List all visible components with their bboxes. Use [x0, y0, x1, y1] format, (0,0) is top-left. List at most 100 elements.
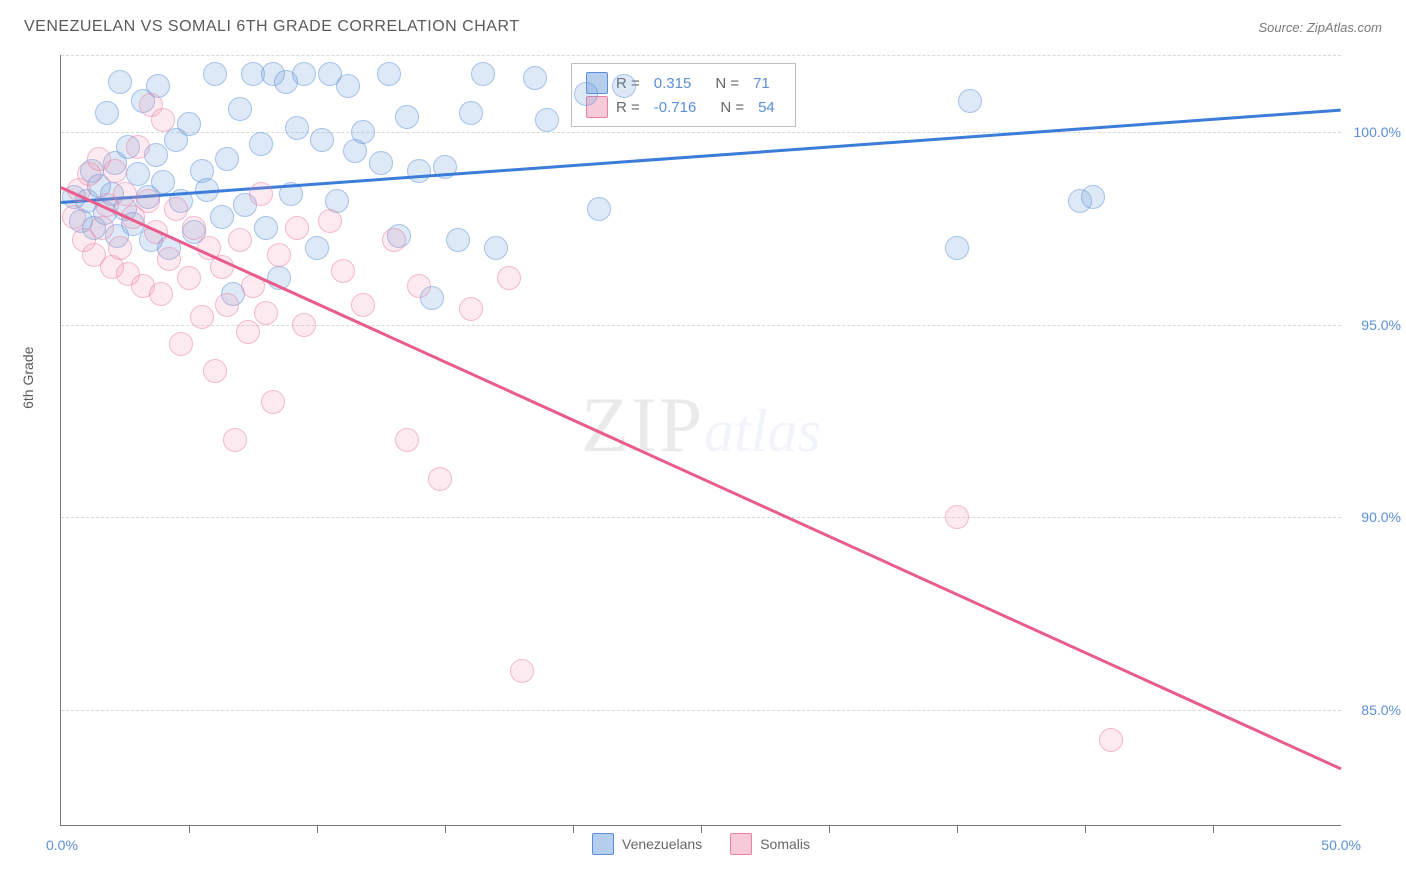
data-point: [113, 182, 137, 206]
data-point: [151, 108, 175, 132]
data-point: [395, 428, 419, 452]
data-point: [126, 135, 150, 159]
source-label: Source: ZipAtlas.com: [1258, 20, 1382, 35]
data-point: [223, 428, 247, 452]
legend-label: Venezuelans: [622, 836, 702, 852]
x-tick-label-max: 50.0%: [1321, 837, 1361, 853]
data-point: [382, 228, 406, 252]
r-label: R =: [616, 99, 640, 116]
data-point: [459, 101, 483, 125]
data-point: [210, 205, 234, 229]
data-point: [292, 313, 316, 337]
data-point: [305, 236, 329, 260]
data-point: [369, 151, 393, 175]
data-point: [108, 236, 132, 260]
data-point: [535, 108, 559, 132]
data-point: [497, 266, 521, 290]
data-point: [169, 332, 193, 356]
y-tick-label: 100.0%: [1354, 124, 1401, 140]
data-point: [228, 228, 252, 252]
data-point: [103, 159, 127, 183]
data-point: [351, 120, 375, 144]
data-point: [945, 505, 969, 529]
data-point: [151, 170, 175, 194]
gridline: [61, 710, 1341, 711]
data-point: [177, 112, 201, 136]
data-point: [471, 62, 495, 86]
data-point: [945, 236, 969, 260]
data-point: [612, 74, 636, 98]
swatch-pink-icon: [730, 833, 752, 855]
swatch-blue-icon: [592, 833, 614, 855]
x-tick: [573, 825, 574, 833]
legend-item-venezuelans: Venezuelans: [592, 833, 702, 855]
data-point: [190, 305, 214, 329]
trendline: [60, 186, 1341, 770]
data-point: [407, 274, 431, 298]
data-point: [228, 97, 252, 121]
n-value: 71: [753, 75, 770, 92]
data-point: [377, 62, 401, 86]
data-point: [407, 159, 431, 183]
data-point: [351, 293, 375, 317]
data-point: [958, 89, 982, 113]
data-point: [203, 62, 227, 86]
x-tick-label-min: 0.0%: [46, 837, 78, 853]
data-point: [249, 132, 273, 156]
gridline: [61, 55, 1341, 56]
data-point: [310, 128, 334, 152]
data-point: [574, 82, 598, 106]
data-point: [428, 467, 452, 491]
data-point: [164, 197, 188, 221]
data-point: [292, 62, 316, 86]
data-point: [1081, 185, 1105, 209]
watermark: ZIPatlas: [581, 380, 821, 470]
n-label: N =: [720, 99, 744, 116]
chart-title: VENEZUELAN VS SOMALI 6TH GRADE CORRELATI…: [24, 18, 520, 36]
y-axis-title: 6th Grade: [20, 347, 36, 409]
stats-legend: R = 0.315 N = 71 R = -0.716 N = 54: [571, 63, 796, 127]
legend-item-somalis: Somalis: [730, 833, 810, 855]
data-point: [484, 236, 508, 260]
x-tick: [829, 825, 830, 833]
data-point: [203, 359, 227, 383]
n-label: N =: [715, 75, 739, 92]
data-point: [254, 301, 278, 325]
data-point: [108, 70, 132, 94]
y-tick-label: 85.0%: [1361, 702, 1401, 718]
plot-area: ZIPatlas R = 0.315 N = 71 R = -0.716 N =…: [60, 55, 1341, 826]
y-tick-label: 95.0%: [1361, 317, 1401, 333]
data-point: [446, 228, 470, 252]
data-point: [285, 116, 309, 140]
n-value: 54: [758, 99, 775, 116]
data-point: [285, 216, 309, 240]
x-tick: [701, 825, 702, 833]
data-point: [177, 266, 201, 290]
x-tick: [1213, 825, 1214, 833]
x-tick: [189, 825, 190, 833]
data-point: [395, 105, 419, 129]
x-tick: [1085, 825, 1086, 833]
stats-row-pink: R = -0.716 N = 54: [586, 96, 781, 118]
data-point: [523, 66, 547, 90]
series-legend: Venezuelans Somalis: [592, 833, 810, 855]
data-point: [62, 205, 86, 229]
data-point: [318, 209, 342, 233]
data-point: [90, 216, 114, 240]
data-point: [331, 259, 355, 283]
data-point: [1099, 728, 1123, 752]
data-point: [261, 390, 285, 414]
y-tick-label: 90.0%: [1361, 509, 1401, 525]
x-tick: [317, 825, 318, 833]
data-point: [215, 293, 239, 317]
data-point: [157, 247, 181, 271]
data-point: [459, 297, 483, 321]
data-point: [510, 659, 534, 683]
data-point: [336, 74, 360, 98]
x-tick: [445, 825, 446, 833]
data-point: [254, 216, 278, 240]
gridline: [61, 517, 1341, 518]
data-point: [236, 320, 260, 344]
data-point: [587, 197, 611, 221]
x-tick: [957, 825, 958, 833]
